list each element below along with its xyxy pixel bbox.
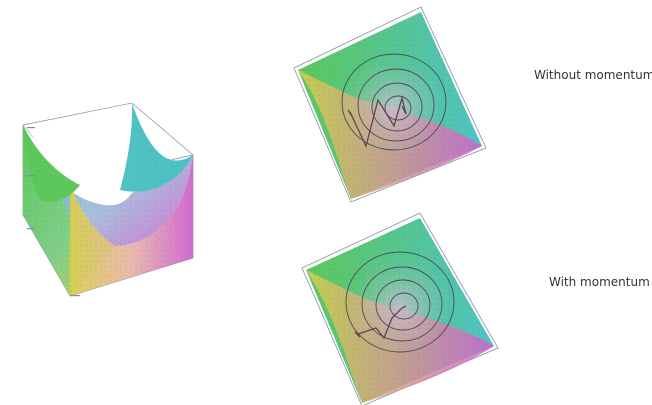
surface-mesh: [23, 103, 193, 296]
without-momentum-box: [293, 6, 487, 203]
without-momentum-path: [349, 95, 407, 148]
without-momentum-contours: [341, 53, 447, 151]
with-momentum-plot: [301, 212, 499, 405]
with-momentum-path: [357, 305, 407, 340]
with-momentum-box: [301, 212, 499, 405]
without-momentum-mesh: [298, 12, 482, 199]
without-momentum-plot: [293, 6, 487, 203]
surface-plot: [22, 102, 194, 297]
with-momentum-label: With momentum: [549, 275, 650, 289]
without-momentum-start-marker: [347, 109, 353, 117]
surface-tick-marks: [27, 127, 80, 297]
with-momentum-start-marker: [354, 331, 361, 338]
surface-bounding-box-back: [22, 102, 194, 156]
with-momentum-contours: [345, 251, 455, 353]
without-momentum-label: Without momentum: [534, 68, 652, 82]
